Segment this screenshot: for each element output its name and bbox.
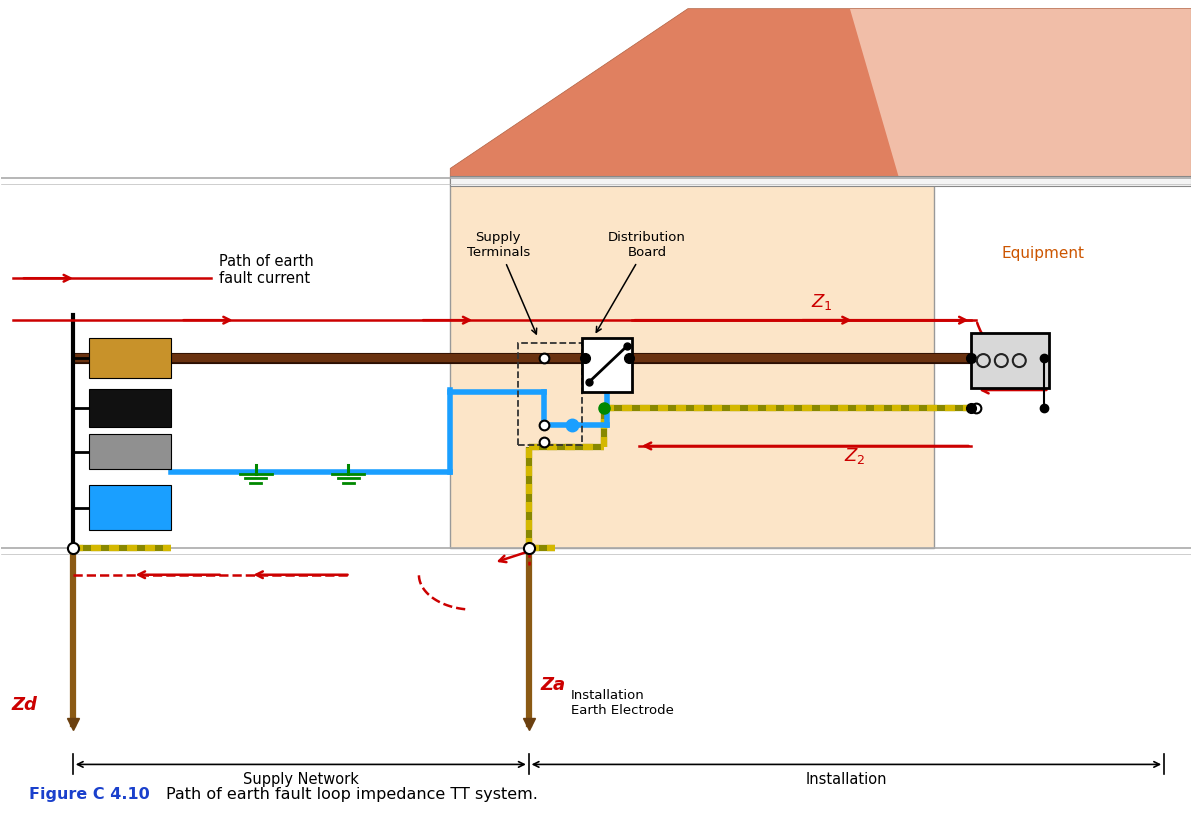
- Text: Supply Network: Supply Network: [243, 773, 359, 788]
- Text: $Z_2$: $Z_2$: [844, 446, 865, 466]
- Bar: [451, 177, 1191, 187]
- Bar: [89, 389, 170, 427]
- Text: Figure C 4.10: Figure C 4.10: [29, 788, 150, 803]
- Text: Za: Za: [541, 676, 566, 694]
- Text: Equipment: Equipment: [1001, 247, 1085, 261]
- Text: Zd: Zd: [11, 696, 37, 714]
- Text: Path of earth fault loop impedance TT system.: Path of earth fault loop impedance TT sy…: [166, 788, 538, 803]
- Text: Installation
Earth Electrode: Installation Earth Electrode: [571, 689, 673, 716]
- Bar: [519, 343, 582, 445]
- Text: Path of earth
fault current: Path of earth fault current: [218, 254, 313, 286]
- Text: Installation: Installation: [806, 773, 887, 788]
- Polygon shape: [451, 8, 1191, 178]
- Bar: [451, 178, 935, 548]
- Polygon shape: [850, 8, 1191, 178]
- Text: Distribution
Board: Distribution Board: [596, 232, 685, 332]
- Bar: [89, 486, 170, 530]
- Text: $Z_1$: $Z_1$: [811, 292, 832, 312]
- Bar: [89, 434, 170, 470]
- Bar: [582, 338, 632, 392]
- Bar: [89, 338, 170, 378]
- Text: Supply
Terminals: Supply Terminals: [466, 232, 536, 334]
- Bar: [971, 333, 1049, 388]
